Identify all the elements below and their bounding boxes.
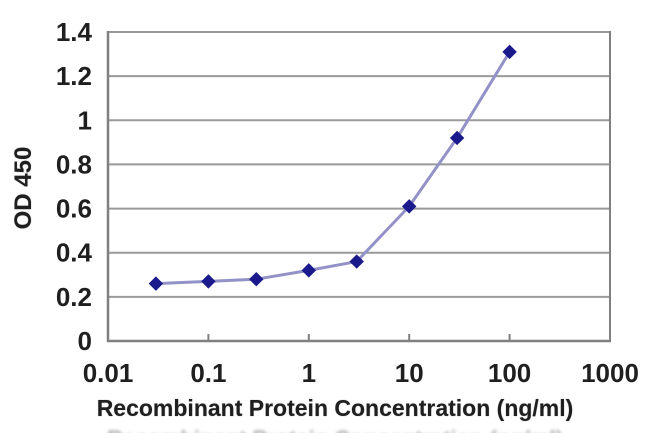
y-tick-label-0.8: 0.8 [56,149,92,179]
y-tick-label-1.4: 1.4 [56,17,93,47]
data-point-marker-30 [449,130,465,146]
x-tick-label-100: 100 [488,358,531,388]
y-tick-label-0.4: 0.4 [56,238,93,268]
y-tick-label-1: 1 [78,105,92,135]
x-tick-label-10: 10 [395,358,424,388]
y-tick-label-1.2: 1.2 [56,61,92,91]
y-tick-label-0.6: 0.6 [56,194,92,224]
bottom-ghost-text: Recombinant Protein Concentration (ng/ml… [10,426,650,433]
x-tick-label-0.01: 0.01 [83,358,134,388]
x-axis-title: Recombinant Protein Concentration (ng/ml… [96,395,574,421]
x-tick-label-0.1: 0.1 [190,358,226,388]
data-point-marker-0.1 [201,274,216,289]
series-line-OD 450 [154,50,512,286]
x-tick-label-1000: 1000 [581,358,639,388]
data-point-marker-1 [301,263,317,278]
y-tick-label-0: 0 [78,326,92,356]
data-point-marker-3 [349,254,364,269]
data-point-marker-100 [502,44,517,60]
x-tick-label-1: 1 [302,358,316,388]
y-tick-label-0.2: 0.2 [56,282,92,312]
data-point-marker-10 [401,199,417,214]
data-point-marker-0.3 [249,271,264,287]
data-point-marker-0.03 [148,276,164,291]
